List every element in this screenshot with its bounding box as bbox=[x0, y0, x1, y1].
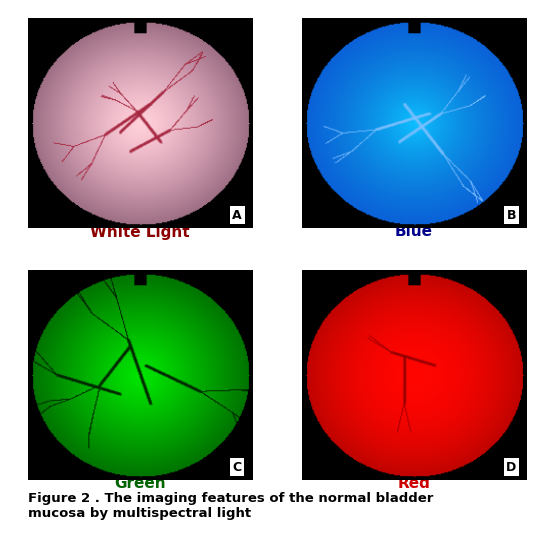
Text: Green: Green bbox=[114, 476, 166, 492]
Text: C: C bbox=[233, 461, 242, 474]
Text: Figure 2 . The imaging features of the normal bladder
mucosa by multispectral li: Figure 2 . The imaging features of the n… bbox=[28, 492, 433, 520]
Text: White Light: White Light bbox=[90, 225, 190, 240]
Text: Blue: Blue bbox=[395, 225, 433, 240]
Text: Red: Red bbox=[397, 476, 430, 492]
Text: B: B bbox=[506, 209, 516, 222]
Text: A: A bbox=[233, 209, 242, 222]
Text: D: D bbox=[506, 461, 517, 474]
